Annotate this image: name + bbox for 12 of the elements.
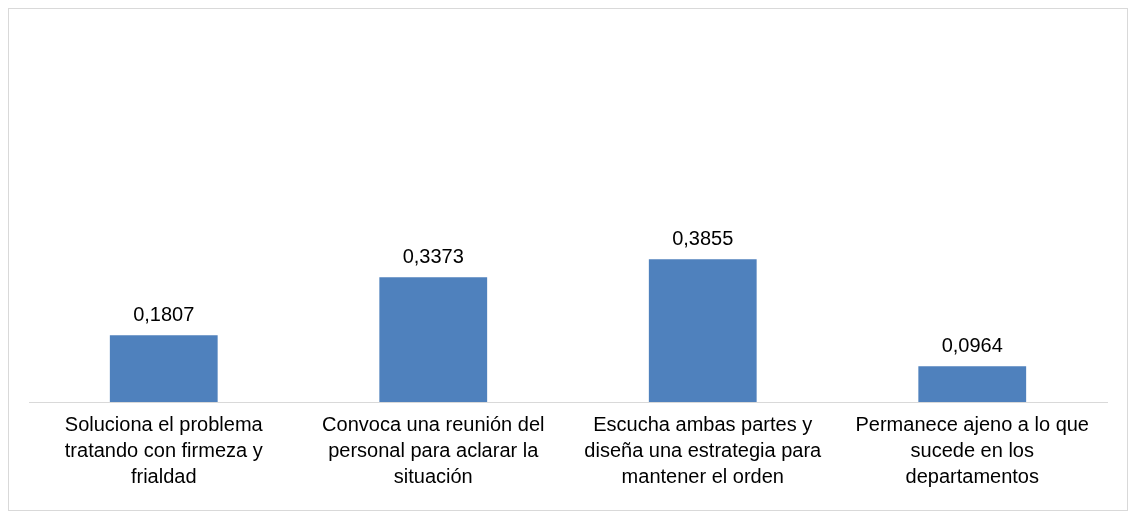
x-tick-label: Convoca una reunión del personal para aclarar la situación [322, 412, 545, 487]
x-tick-label: Escucha ambas partes y diseña una estrategia para mantener el orden [584, 412, 823, 487]
bar [648, 259, 757, 402]
data-label: 0,1807 [133, 302, 195, 325]
x-tick-label: Permanece ajeno a lo que sucede en los departamentos [855, 412, 1089, 487]
bar [379, 277, 488, 402]
x-tick-label: Soluciona el problema tratando con firmeza y frialdad [64, 412, 264, 487]
data-label: 0,3373 [402, 244, 464, 267]
bar [918, 366, 1027, 402]
bar [109, 335, 218, 402]
data-label: 0,0964 [941, 333, 1003, 356]
data-label: 0,3855 [672, 226, 734, 249]
